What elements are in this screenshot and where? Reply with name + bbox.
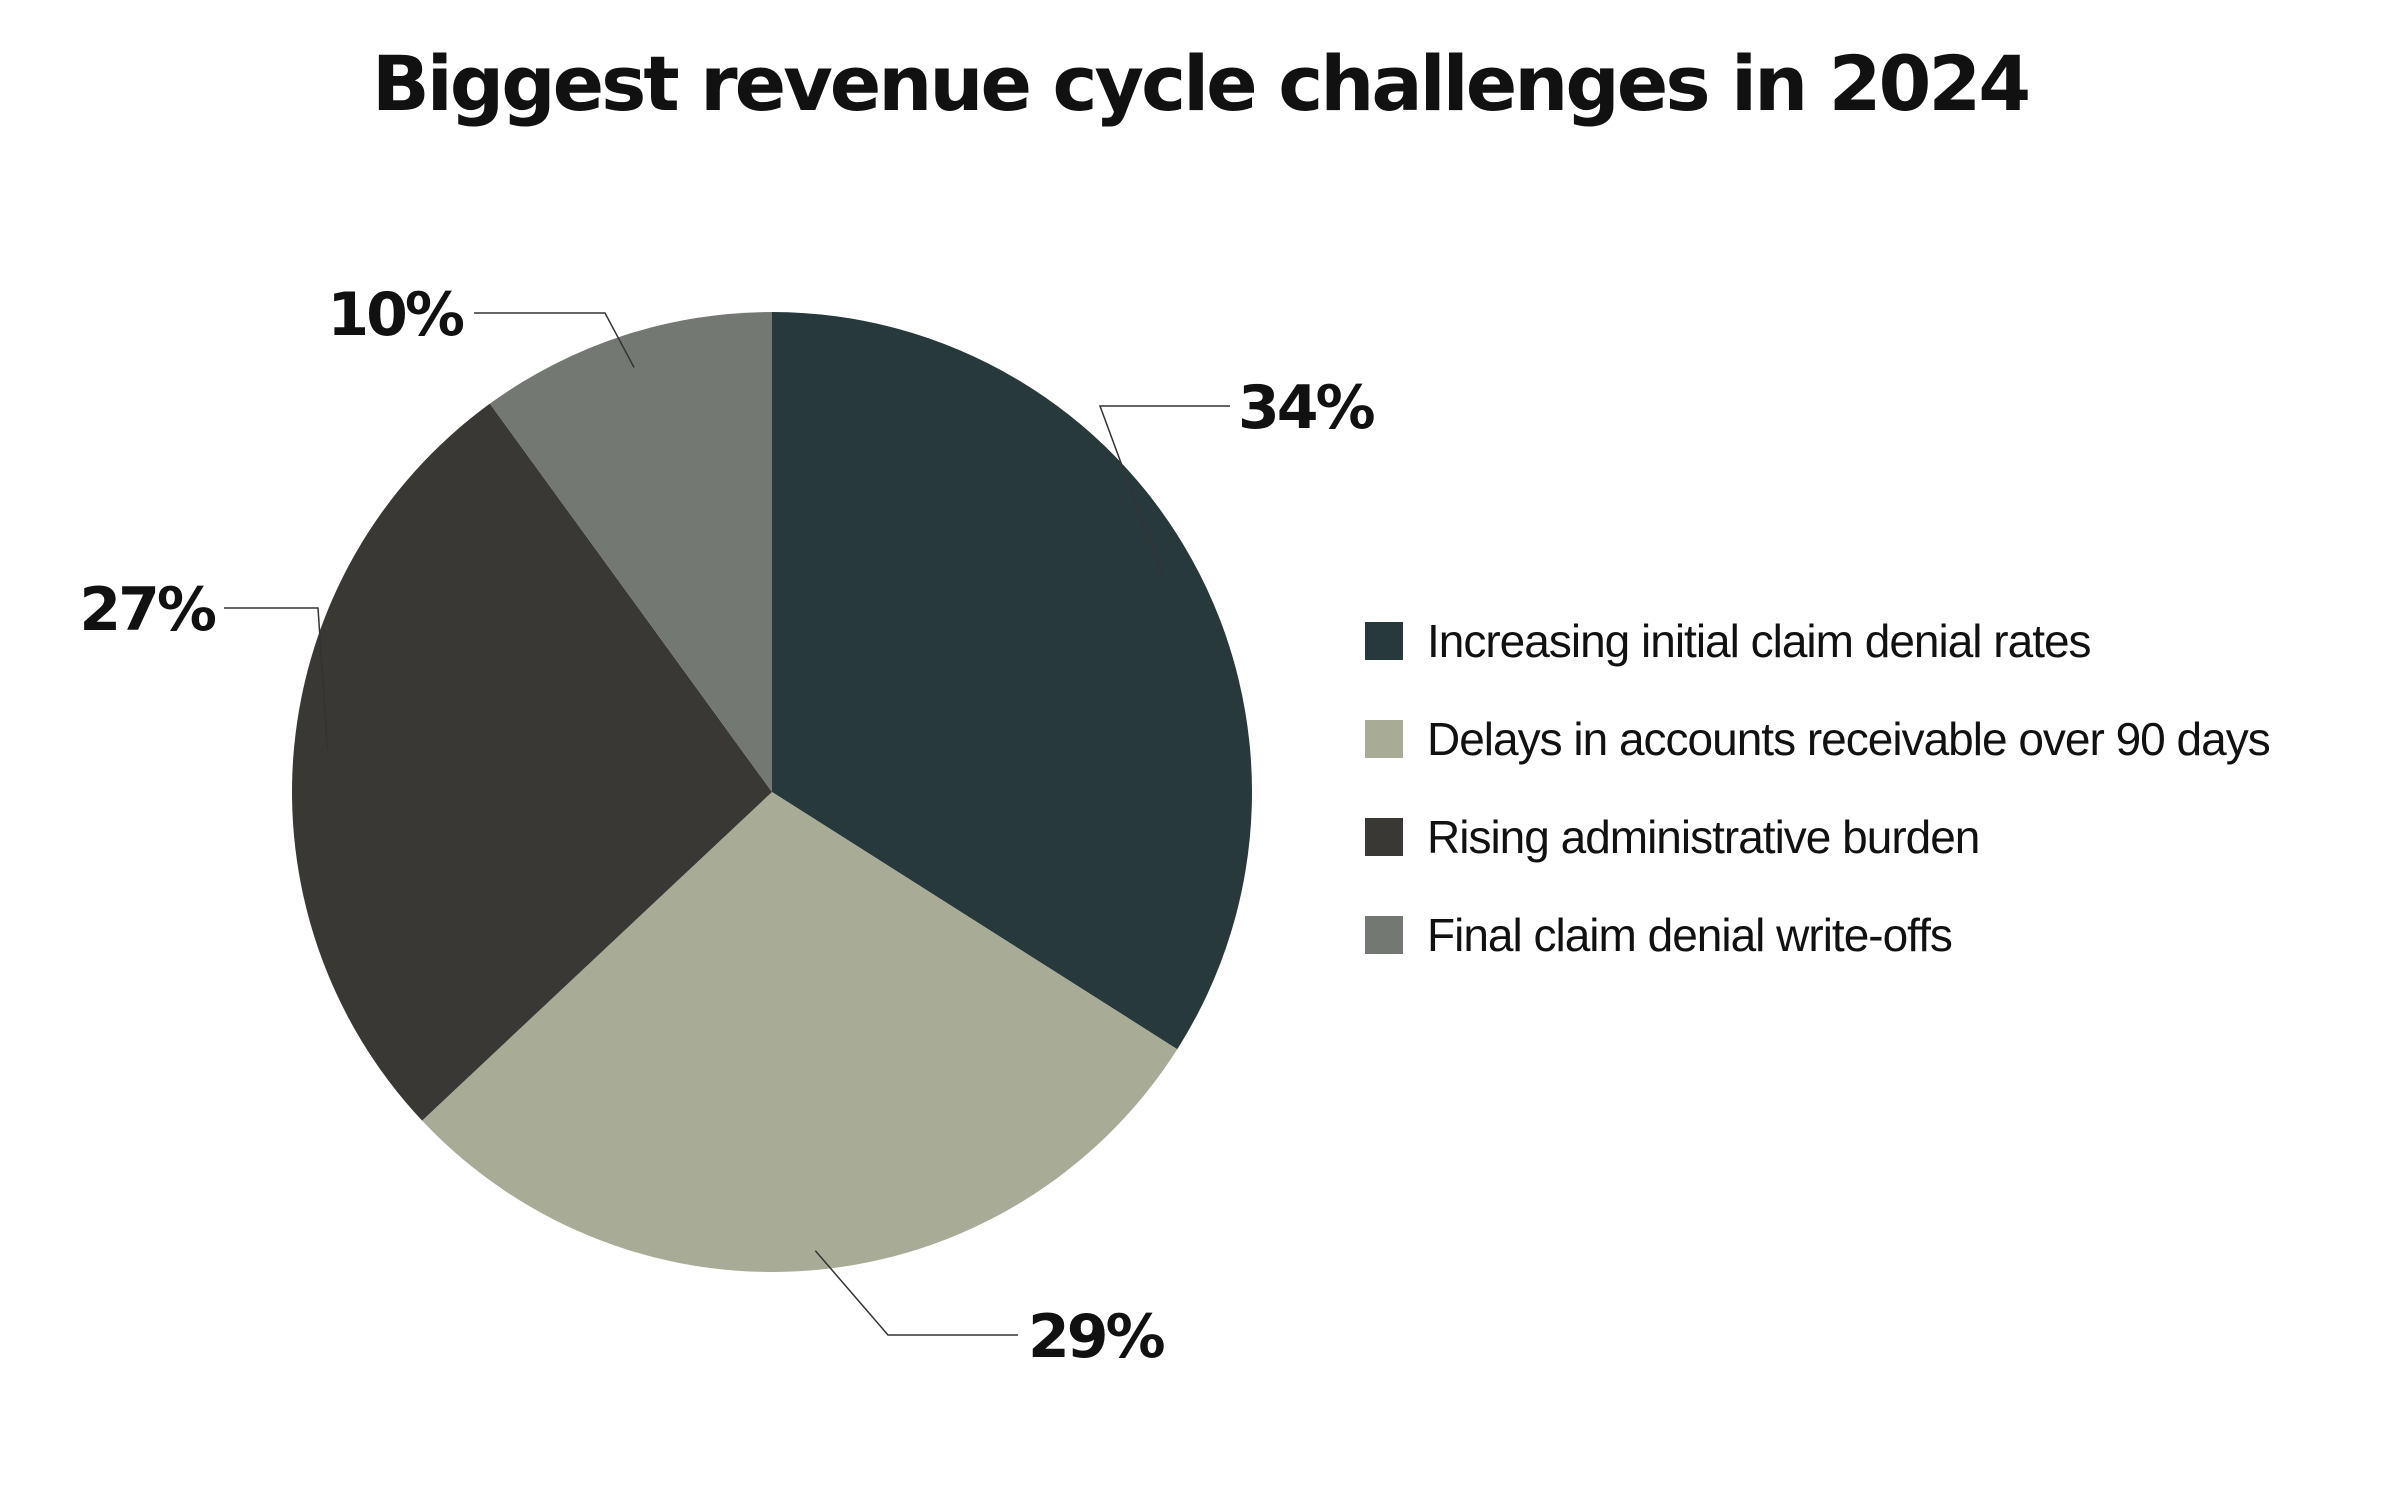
leader-line (814, 1250, 1018, 1336)
leader-line (224, 607, 329, 751)
leader-line (1098, 405, 1230, 578)
pie-slice (772, 312, 1252, 1050)
pie-slice (489, 312, 772, 792)
legend-swatch (1365, 916, 1403, 954)
leader-line (474, 312, 635, 368)
legend-swatch (1365, 720, 1403, 758)
legend-label: Increasing initial claim denial rates (1427, 615, 2092, 667)
pie-slice (422, 792, 1178, 1272)
legend-item: Delays in accounts receivable over 90 da… (1365, 690, 2395, 788)
legend-item: Final claim denial write-offs (1365, 886, 2395, 984)
data-label: 29% (1028, 1302, 1164, 1372)
legend-label: Rising administrative burden (1427, 811, 1980, 863)
pie-slice (292, 403, 772, 1121)
legend-swatch (1365, 818, 1403, 856)
legend: Increasing initial claim denial rates De… (1365, 592, 2395, 984)
data-label: 10% (327, 280, 463, 350)
legend-item: Increasing initial claim denial rates (1365, 592, 2395, 690)
legend-label: Delays in accounts receivable over 90 da… (1427, 713, 2271, 765)
data-label: 34% (1238, 373, 1374, 443)
legend-swatch (1365, 622, 1403, 660)
legend-item: Rising administrative burden (1365, 788, 2395, 886)
chart-title: Biggest revenue cycle challenges in 2024 (371, 39, 2031, 128)
data-label: 27% (79, 575, 215, 645)
legend-label: Final claim denial write-offs (1427, 909, 1953, 961)
